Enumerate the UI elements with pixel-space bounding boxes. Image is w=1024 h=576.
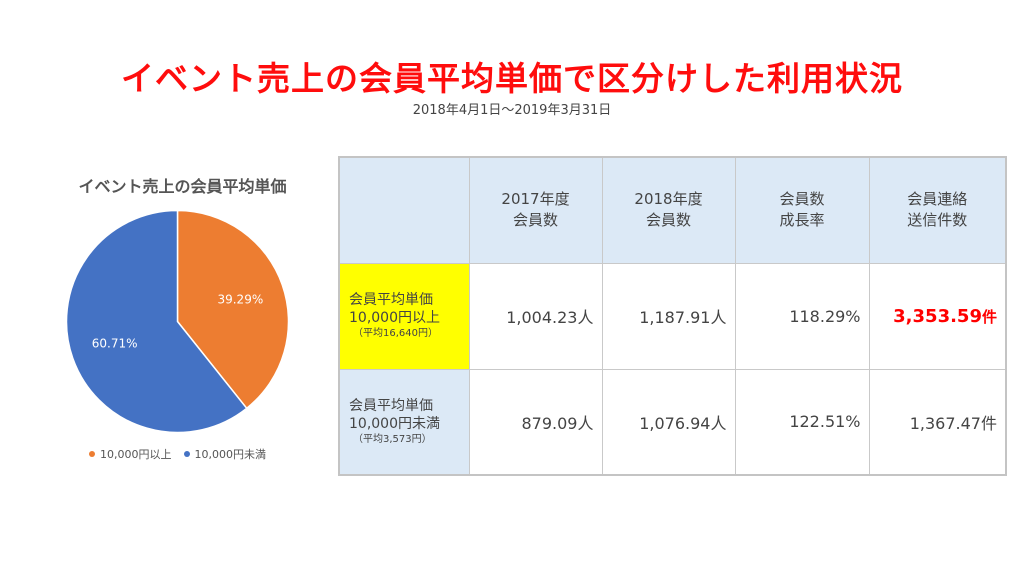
header-line: 2017年度 — [501, 190, 570, 209]
page-subtitle: 2018年4月1日〜2019年3月31日 — [412, 103, 612, 118]
header-line: 会員数 — [779, 190, 825, 209]
header-line: 会員数 — [512, 211, 558, 230]
cell-members-2018: 1,187.91人 — [601, 262, 736, 370]
legend-item-over-10000: 10,000円以上 — [89, 446, 172, 462]
table-header-row: 2017年度 会員数 2018年度 会員数 会員数 成長率 会員連絡 送信件数 — [338, 156, 1007, 264]
cell-growth: 122.51% — [734, 368, 870, 476]
row-label-under-10000: 会員平均単価 10,000円未満 （平均3,573円） — [338, 368, 470, 476]
legend-label: 10,000円未満 — [194, 448, 267, 461]
messages-unit: 件 — [980, 413, 997, 433]
pie-chart: 39.29% 60.71% — [65, 209, 290, 434]
row-label-sub: （平均16,640円） — [353, 328, 438, 339]
usage-table-container: 2017年度 会員数 2018年度 会員数 会員数 成長率 会員連絡 送信件数 … — [338, 156, 1007, 476]
header-cell-members-2017: 2017年度 会員数 — [468, 156, 603, 264]
page-title: イベント売上の会員平均単価で区分けした利用状況 — [121, 59, 903, 98]
usage-table: 2017年度 会員数 2018年度 会員数 会員数 成長率 会員連絡 送信件数 … — [338, 156, 1007, 476]
chart-legend: 10,000円以上 10,000円未満 — [60, 446, 295, 462]
pie-slice — [176, 209, 290, 410]
row-label-sub: （平均3,573円） — [353, 433, 432, 445]
cell-members-2018: 1,076.94人 — [601, 368, 736, 476]
header-line: 会員数 — [645, 211, 691, 230]
cell-messages: 1,367.47件 — [868, 368, 1007, 476]
table-row: 会員平均単価 10,000円未満 （平均3,573円） 879.09人 1,07… — [338, 368, 1007, 476]
header-cell-growth: 会員数 成長率 — [734, 156, 870, 264]
header-cell-empty — [338, 156, 470, 264]
row-label-line: 会員平均単価 — [349, 292, 433, 308]
legend-swatch-blue — [183, 451, 190, 457]
header-line: 2018年度 — [634, 190, 703, 209]
cell-messages: 3,353.59件 — [868, 262, 1007, 370]
header-line: 会員連絡 — [907, 190, 968, 209]
messages-value: 1,367.47 — [909, 413, 981, 433]
messages-unit: 件 — [981, 307, 997, 326]
row-label-line: 10,000円未満 — [349, 415, 440, 432]
pie-slice-label: 39.29% — [217, 293, 263, 307]
pie-slice — [65, 209, 248, 434]
legend-swatch-orange — [89, 451, 95, 457]
row-label-over-10000: 会員平均単価 10,000円以上 （平均16,640円） — [338, 262, 470, 370]
cell-members-2017: 879.09人 — [468, 368, 603, 476]
legend-label: 10,000円以上 — [100, 448, 172, 461]
table-row: 会員平均単価 10,000円以上 （平均16,640円） 1,004.23人 1… — [338, 262, 1007, 370]
header-cell-messages: 会員連絡 送信件数 — [868, 156, 1007, 264]
chart-title: イベント売上の会員平均単価 — [78, 177, 287, 196]
row-label-line: 10,000円以上 — [349, 310, 440, 326]
legend-item-under-10000: 10,000円未満 — [183, 446, 267, 462]
header-cell-members-2018: 2018年度 会員数 — [601, 156, 736, 264]
cell-growth: 118.29% — [734, 262, 870, 370]
header-line: 成長率 — [779, 211, 825, 230]
row-label-line: 会員平均単価 — [349, 397, 433, 414]
messages-value: 3,353.59 — [893, 305, 982, 327]
pie-slice-label: 60.71% — [92, 336, 138, 350]
header-line: 送信件数 — [907, 211, 968, 230]
cell-members-2017: 1,004.23人 — [468, 262, 603, 370]
